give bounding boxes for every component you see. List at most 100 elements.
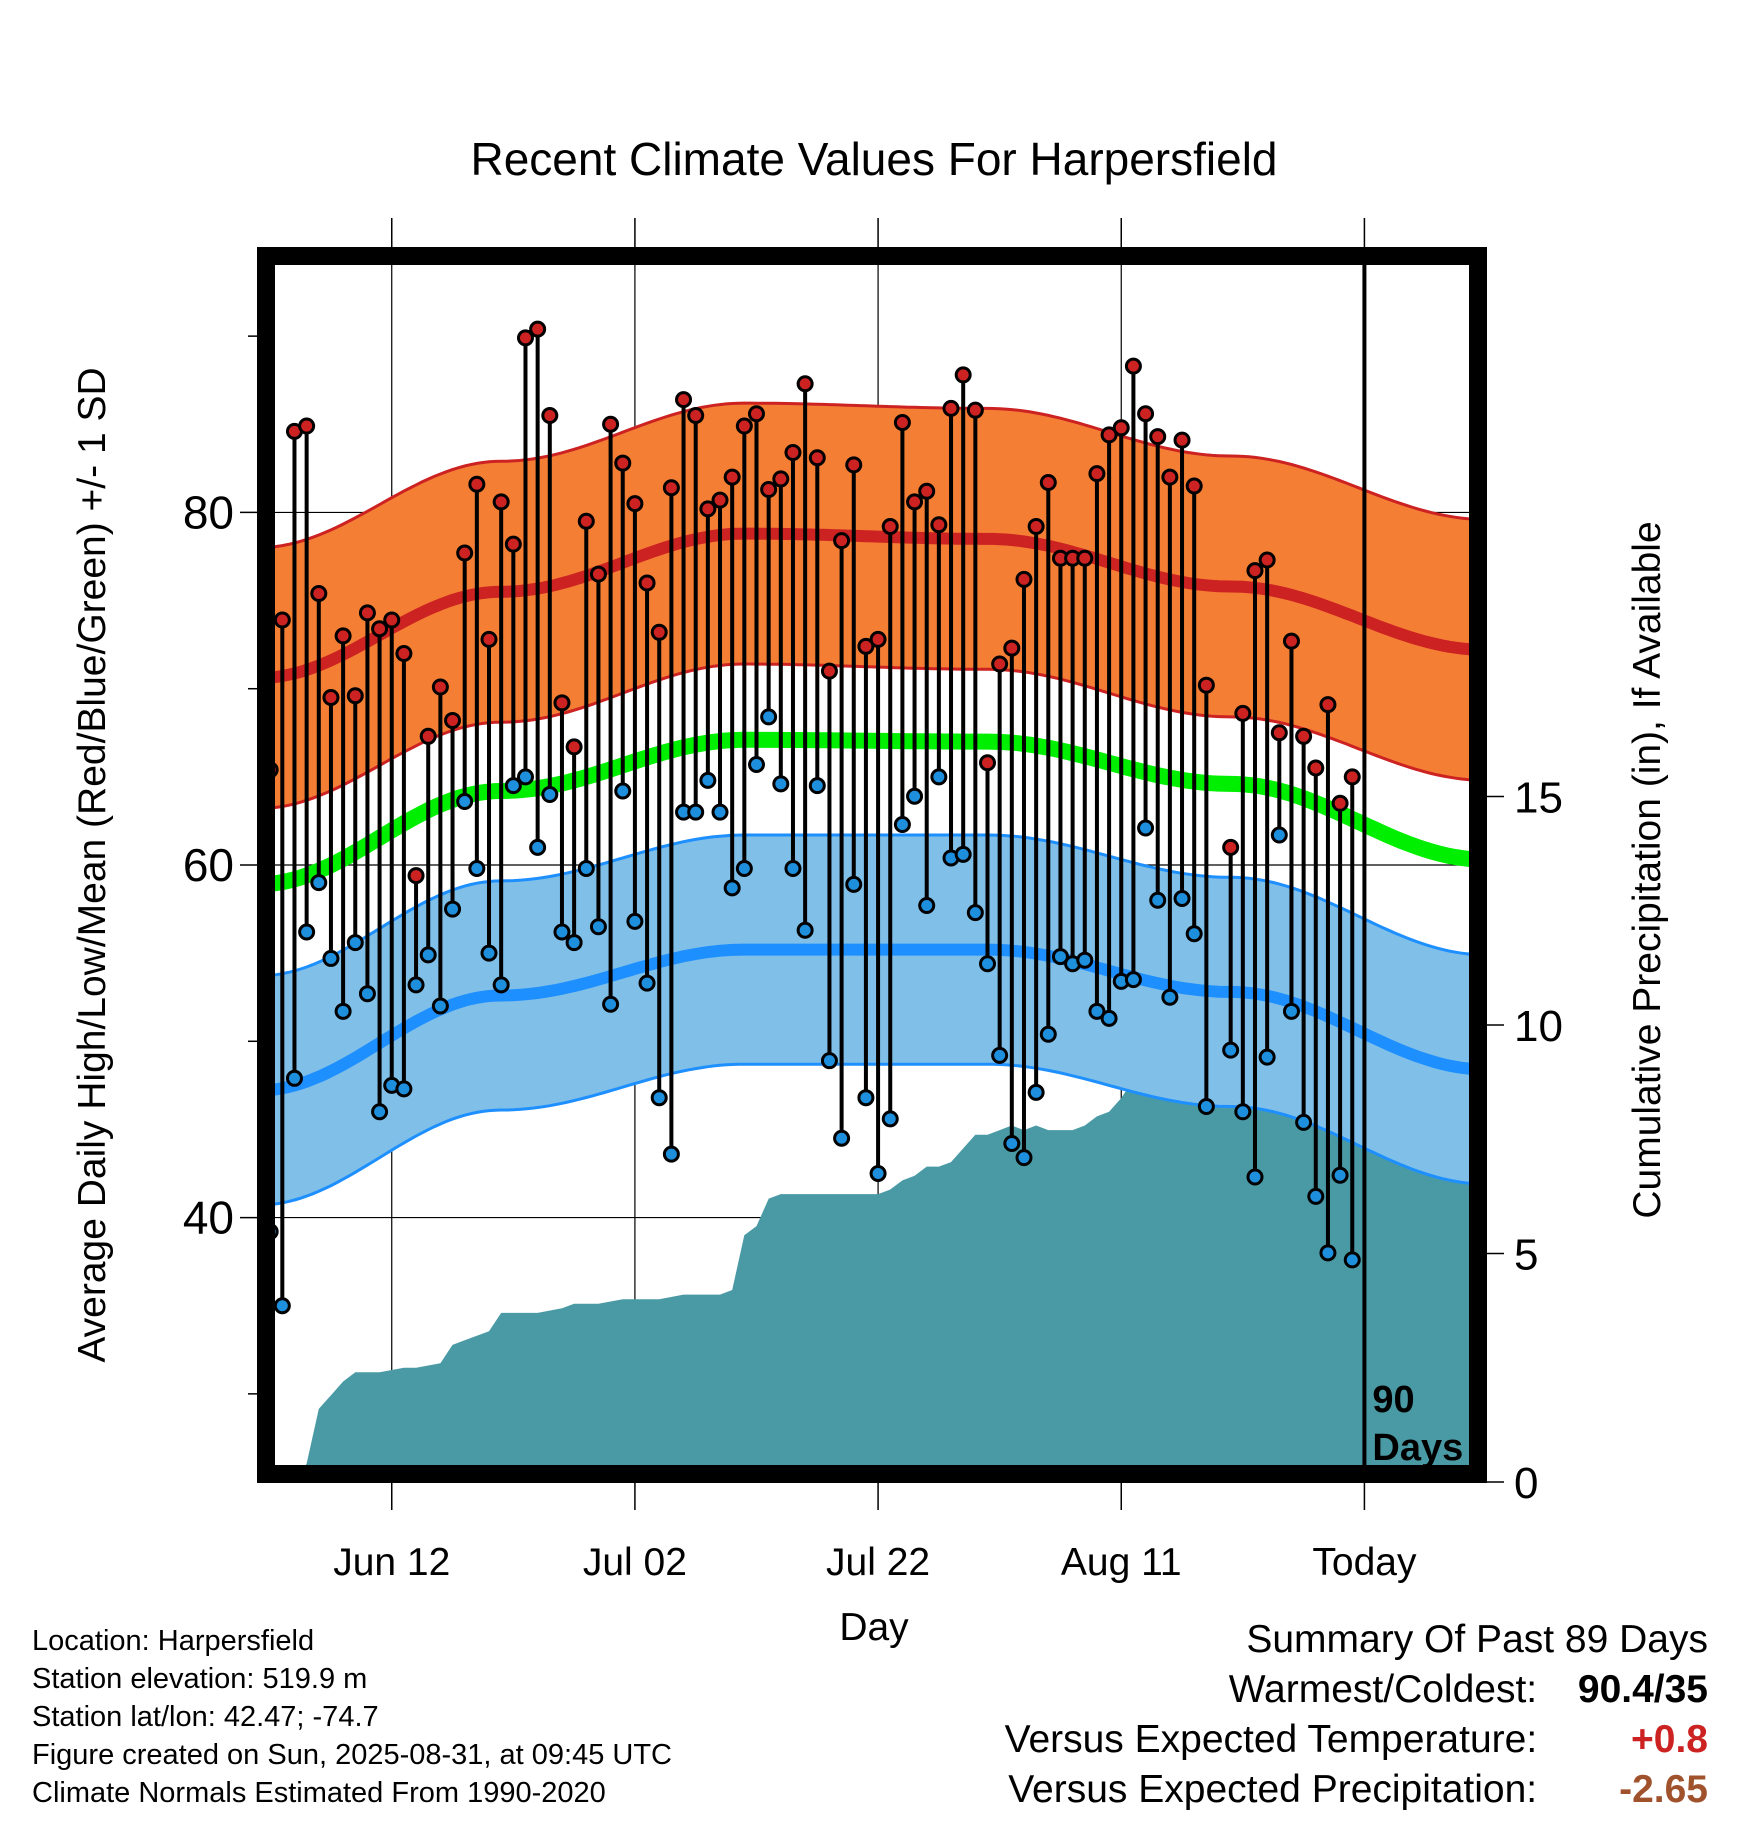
daily-low-point — [833, 1129, 851, 1147]
daily-high-point — [1319, 696, 1337, 714]
daily-high-point — [626, 495, 644, 513]
daily-low-point — [1124, 971, 1142, 989]
daily-high-point — [760, 481, 778, 499]
y-right-tick-label: 15 — [1514, 773, 1563, 822]
daily-low-point — [857, 1089, 875, 1107]
daily-low-point — [1015, 1149, 1033, 1167]
daily-high-point — [1343, 768, 1361, 786]
daily-high-point — [1185, 477, 1203, 495]
daily-high-point — [565, 738, 583, 756]
normal-high-band — [268, 403, 1476, 809]
daily-low-point — [979, 955, 997, 973]
daily-low-point — [954, 845, 972, 863]
daily-high-point — [942, 399, 960, 417]
daily-low-point — [1270, 826, 1288, 844]
daily-high-point — [991, 655, 1009, 673]
temp-value: +0.8 — [1631, 1718, 1708, 1761]
daily-high-point — [820, 662, 838, 680]
daily-high-point — [468, 475, 486, 493]
daily-low-point — [1246, 1168, 1264, 1186]
summary-temp-row: Versus Expected Temperature: +0.8 — [1005, 1718, 1708, 1762]
daily-high-point — [1331, 794, 1349, 812]
daily-low-point — [541, 785, 559, 803]
temp-label: Versus Expected Temperature: — [1004, 1718, 1538, 1761]
daily-low-point — [711, 803, 729, 821]
x-tick-label: Jul 22 — [826, 1541, 930, 1584]
daily-low-point — [638, 974, 656, 992]
summary-precip-row: Versus Expected Precipitation: -2.65 — [1008, 1768, 1708, 1812]
normals-text: Climate Normals Estimated From 1990-2020 — [32, 1777, 606, 1809]
daily-low-point — [808, 777, 826, 795]
elevation-text: Station elevation: 519.9 m — [32, 1663, 368, 1695]
daily-high-point — [1100, 426, 1118, 444]
daily-high-point — [480, 630, 498, 648]
daily-high-point — [1149, 428, 1167, 446]
daily-high-point — [614, 454, 632, 472]
normal-high-upper-edge — [268, 401, 1476, 549]
daily-high-point — [1234, 704, 1252, 722]
plot-frame — [257, 247, 1487, 1483]
daily-high-point — [893, 414, 911, 432]
daily-low-point — [614, 782, 632, 800]
daily-low-point — [918, 897, 936, 915]
daily-high-point — [845, 456, 863, 474]
daily-high-point — [516, 329, 534, 347]
normal-high-line — [268, 527, 1476, 684]
latlon-text: Station lat/lon: 42.47; -74.7 — [32, 1701, 379, 1733]
daily-low-point — [1222, 1041, 1240, 1059]
daily-low-point — [1331, 1166, 1349, 1184]
daily-high-point — [1015, 570, 1033, 588]
daily-low-point — [760, 708, 778, 726]
daily-high-point — [1027, 518, 1045, 536]
daily-high-point — [553, 694, 571, 712]
daily-low-point — [845, 875, 863, 893]
location-text: Location: Harpersfield — [32, 1625, 315, 1657]
daily-high-point — [322, 689, 340, 707]
daily-low-point — [504, 777, 522, 795]
daily-high-point — [504, 535, 522, 553]
daily-high-point — [419, 727, 437, 745]
daily-low-point — [395, 1080, 413, 1098]
daily-low-point — [966, 904, 984, 922]
daily-low-point — [358, 985, 376, 1003]
daily-high-point — [772, 470, 790, 488]
daily-high-point — [930, 516, 948, 534]
daily-high-point — [589, 565, 607, 583]
daily-high-point — [407, 867, 425, 885]
daily-high-point — [906, 493, 924, 511]
daily-low-point — [1307, 1187, 1325, 1205]
daily-high-point — [1112, 419, 1130, 437]
normal-high-lower-edge — [268, 662, 1476, 810]
daily-low-point — [431, 997, 449, 1015]
daily-low-point — [1234, 1103, 1252, 1121]
daily-low-point — [1149, 891, 1167, 909]
daily-low-point — [1161, 988, 1179, 1006]
daily-high-point — [431, 678, 449, 696]
x-tick-label: Today — [1312, 1541, 1417, 1584]
daily-low-point — [687, 803, 705, 821]
daily-high-point — [346, 687, 364, 705]
daily-low-point — [1343, 1251, 1361, 1269]
daily-high-point — [1282, 632, 1300, 650]
daily-low-point — [565, 934, 583, 952]
station-info: Location: Harpersfield Station elevation… — [32, 1622, 672, 1812]
daily-low-point — [468, 860, 486, 878]
daily-low-point — [1137, 819, 1155, 837]
daily-low-point — [419, 946, 437, 964]
x-axis-label: Day — [839, 1606, 909, 1649]
daily-low-point — [1319, 1244, 1337, 1262]
x-tick-label: Aug 11 — [1061, 1541, 1182, 1584]
daily-high-point — [1161, 468, 1179, 486]
daily-high-point — [383, 611, 401, 629]
daily-low-point — [322, 949, 340, 967]
daily-high-point — [492, 493, 510, 511]
warm-cold-value: 90.4/35 — [1577, 1668, 1708, 1711]
daily-high-point — [833, 532, 851, 550]
x-tick-label: Jun 12 — [333, 1541, 450, 1584]
daily-low-point — [577, 860, 595, 878]
daily-low-point — [772, 775, 790, 793]
daily-high-point — [857, 637, 875, 655]
daily-low-point — [699, 771, 717, 789]
daily-low-point — [906, 787, 924, 805]
today-days-label: Days — [1372, 1427, 1463, 1469]
